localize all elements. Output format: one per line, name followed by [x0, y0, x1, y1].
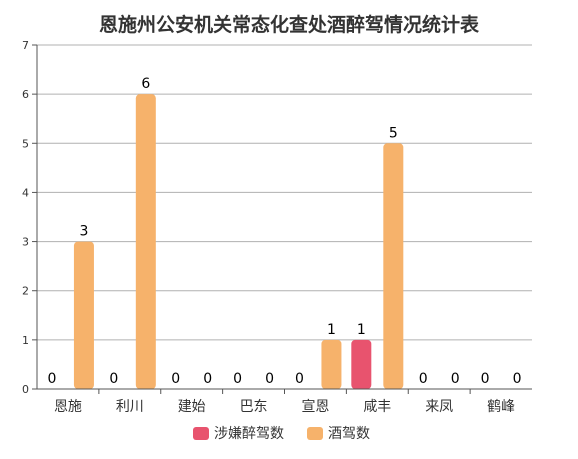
x-tick-label: 巴东: [240, 399, 268, 415]
x-tick-label: 来凤: [425, 399, 453, 415]
data-label: 0: [203, 371, 212, 387]
data-label: 6: [141, 76, 150, 92]
data-label: 1: [327, 322, 336, 338]
data-labels: 0 3 0 6 0 0 0 0 0 1 1 5 0 0 0 0: [47, 76, 521, 387]
bar: [383, 143, 404, 389]
legend-label: 涉嫌醉驾数: [214, 426, 284, 442]
axes: [36, 45, 532, 390]
x-tick-label: 鹤峰: [487, 399, 515, 415]
y-tick-label: 1: [22, 334, 29, 347]
data-label: 0: [265, 371, 274, 387]
chart-title: 恩施州公安机关常态化查处酒醉驾情况统计表: [99, 13, 480, 36]
data-label: 0: [47, 371, 56, 387]
legend: 涉嫌醉驾数 酒驾数: [193, 426, 370, 442]
data-label: 0: [419, 371, 428, 387]
data-label: 0: [513, 371, 522, 387]
data-label: 0: [109, 371, 118, 387]
legend-swatch: [193, 427, 209, 440]
data-label: 0: [233, 371, 242, 387]
data-label: 0: [481, 371, 490, 387]
bar: [73, 241, 94, 389]
y-tick-label: 5: [22, 137, 29, 150]
x-tick-label: 建始: [178, 399, 206, 415]
data-label: 1: [357, 322, 366, 338]
y-tick-label: 0: [22, 383, 29, 396]
legend-label: 酒驾数: [328, 426, 370, 442]
y-axis-ticks: 0 1 2 3 4 5 6 7: [22, 39, 37, 396]
data-label: 0: [295, 371, 304, 387]
x-tick-label: 咸丰: [363, 399, 391, 415]
data-label: 3: [79, 224, 88, 240]
bar: [135, 94, 156, 390]
y-tick-label: 6: [22, 88, 29, 101]
data-label: 0: [451, 371, 460, 387]
x-tick-label: 利川: [116, 399, 144, 415]
x-tick-label: 恩施: [54, 399, 82, 415]
x-axis-ticks: 恩施 利川 建始 巴东 宣恩 咸丰 来凤 鹤峰: [54, 389, 515, 415]
y-tick-label: 2: [22, 285, 29, 298]
bar: [351, 339, 372, 389]
bar: [321, 339, 342, 389]
data-label: 0: [171, 371, 180, 387]
x-tick-label: 宣恩: [301, 399, 329, 415]
legend-swatch: [307, 427, 323, 440]
gridlines: [37, 44, 532, 341]
y-tick-label: 3: [22, 236, 29, 249]
y-tick-label: 4: [22, 186, 29, 199]
data-label: 5: [389, 125, 398, 141]
bars: [73, 94, 404, 390]
y-tick-label: 7: [22, 39, 29, 52]
